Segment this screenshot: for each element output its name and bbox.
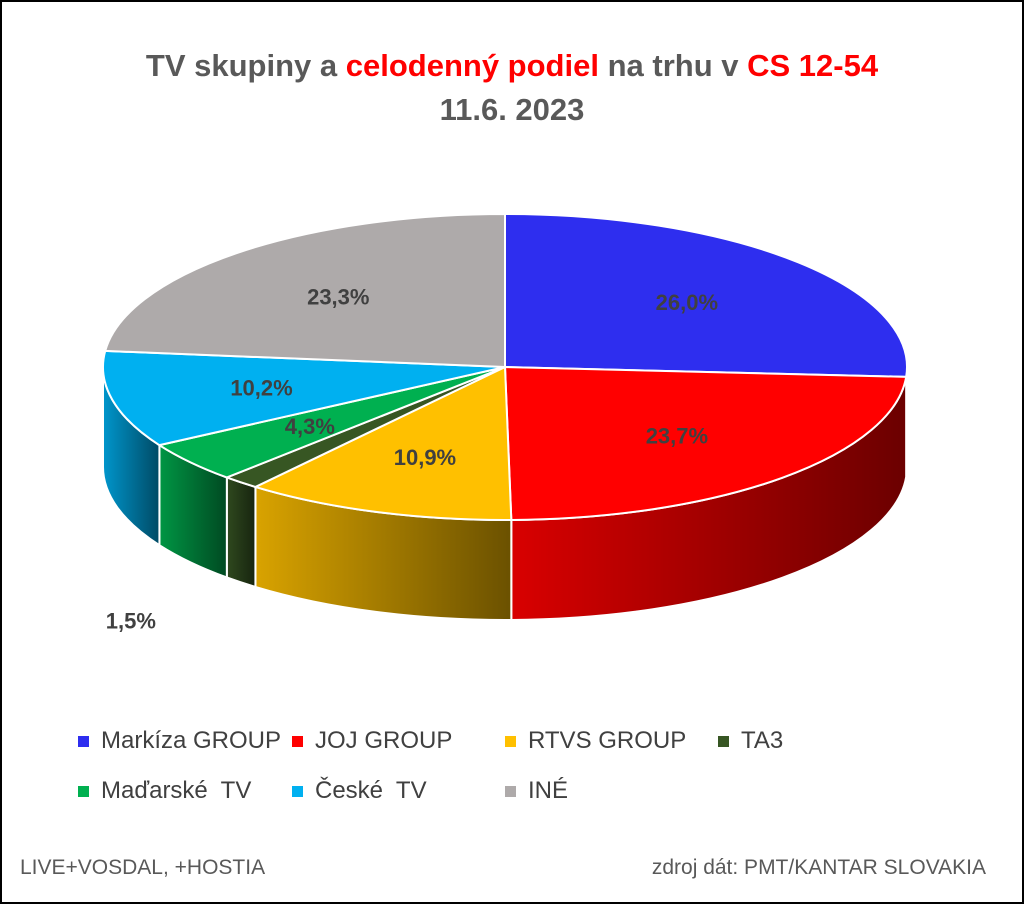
pie-slice-rtvs-group <box>252 365 513 521</box>
legend-item-rtvs-group: RTVS GROUP <box>505 727 686 755</box>
data-label-rtvs-group: 10,9% <box>394 445 456 470</box>
data-label-ma-arsk-tv: 4,3% <box>285 414 335 439</box>
legend-swatch <box>292 735 303 747</box>
legend-swatch <box>505 785 516 797</box>
data-label-in-: 23,3% <box>307 284 369 309</box>
legend-label: České TV <box>315 777 427 804</box>
legend-label: Markíza GROUP <box>101 727 282 754</box>
legend-item-ta3: TA3 <box>718 727 783 755</box>
data-label-joj-group: 23,7% <box>646 424 708 449</box>
legend-label: JOJ GROUP <box>315 727 453 754</box>
legend-item-in-: INÉ <box>505 777 568 805</box>
legend-item-joj-group: JOJ GROUP <box>292 727 452 755</box>
pie-slice-mark-za-group <box>504 212 908 378</box>
title-part1: TV skupiny a <box>145 48 346 83</box>
pie-slice-in- <box>103 212 506 369</box>
legend-swatch <box>78 785 89 797</box>
pie-slice-joj-group <box>503 365 908 521</box>
footer-note: LIVE+VOSDAL, +HOSTIA <box>20 856 266 879</box>
legend-item-ma-arsk-tv: Maďarské TV <box>78 777 251 805</box>
pie-side-ta3 <box>225 476 257 589</box>
legend-label: Maďarské TV <box>101 777 252 804</box>
footer-source: zdroj dát: PMT/KANTAR SLOVAKIA <box>651 856 986 879</box>
legend-swatch <box>78 735 89 747</box>
title-part3: na trhu v <box>598 48 748 83</box>
title-highlight-1: celodenný podiel <box>345 48 599 83</box>
legend-label: INÉ <box>528 777 569 804</box>
title-highlight-2: CS 12-54 <box>747 48 879 83</box>
legend-swatch <box>718 735 729 747</box>
legend-item-mark-za-group: Markíza GROUP <box>78 727 281 755</box>
data-label-ta3: 1,5% <box>106 608 156 633</box>
pie-slice--esk-tv <box>102 349 506 447</box>
legend-label: TA3 <box>741 727 784 754</box>
legend-swatch <box>292 785 303 797</box>
chart-title: TV skupiny a celodenný podiel na trhu v … <box>0 48 1024 84</box>
chart-subtitle: 11.6. 2023 <box>439 92 585 127</box>
data-label-mark-za-group: 26,0% <box>656 290 718 315</box>
legend-item--esk-tv: České TV <box>292 777 427 805</box>
legend-swatch <box>505 735 516 747</box>
legend-label: RTVS GROUP <box>528 727 687 754</box>
data-label--esk-tv: 10,2% <box>230 375 292 400</box>
